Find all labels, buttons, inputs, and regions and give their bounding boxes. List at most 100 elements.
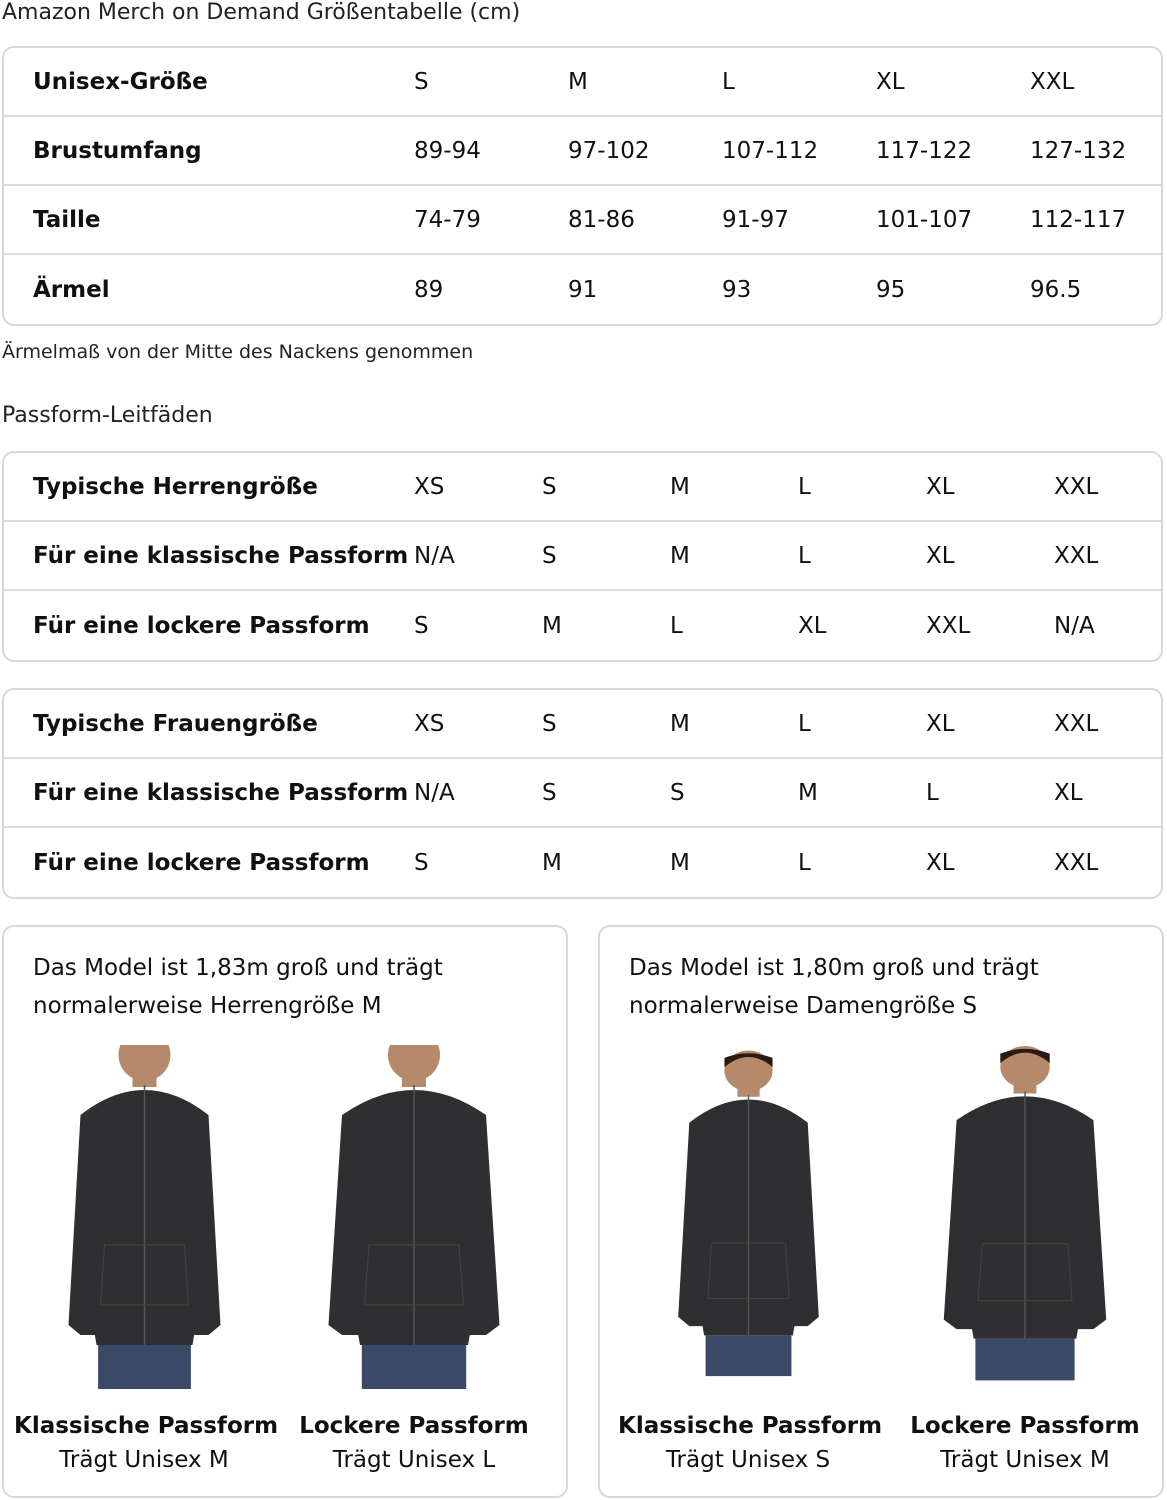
fit-title: Klassische Passform xyxy=(14,1413,279,1439)
cell: M xyxy=(670,849,690,876)
women-model-card: Das Model ist 1,80m groß und trägt norma… xyxy=(598,925,1164,1498)
table-row: Unisex-Größe S M L XL XXL xyxy=(4,48,1161,117)
fit-size: Trägt Unisex M xyxy=(59,1447,229,1473)
cell: XL xyxy=(1054,779,1083,806)
cell: L xyxy=(722,68,735,95)
table-row: Brustumfang 89-94 97-102 107-112 117-122 127-… xyxy=(4,117,1161,186)
cell: XXL xyxy=(1030,68,1075,95)
table-row: Für eine lockere Passform S M M L XL XXL xyxy=(4,828,1161,897)
cell: 93 xyxy=(722,276,752,303)
cell: L xyxy=(798,542,811,569)
row-label: Taille xyxy=(33,206,101,233)
model-photo xyxy=(943,1046,1107,1381)
model-photo xyxy=(677,1050,819,1377)
table-row: Taille 74-79 81-86 91-97 101-107 112-117 xyxy=(4,186,1161,255)
cell: XS xyxy=(414,473,445,500)
cell: XXL xyxy=(1054,473,1099,500)
cell: S xyxy=(414,68,429,95)
row-label: Für eine lockere Passform xyxy=(33,612,370,639)
model-photo xyxy=(68,1045,220,1389)
cell: L xyxy=(926,779,939,806)
cell: 89 xyxy=(414,276,444,303)
cell: 91-97 xyxy=(722,206,789,233)
cell: XS xyxy=(414,710,445,737)
men-model-card: Das Model ist 1,83m groß und trägt norma… xyxy=(2,925,568,1498)
cell: XXL xyxy=(1054,542,1099,569)
cell: 74-79 xyxy=(414,206,481,233)
cell: S xyxy=(414,849,429,876)
fit-guide-title: Passform-Leitfäden xyxy=(2,403,213,428)
fit-example: Klassische Passform Trägt Unisex M xyxy=(14,1045,279,1473)
cell: M xyxy=(568,68,588,95)
cell: L xyxy=(798,473,811,500)
cell: S xyxy=(542,779,557,806)
cell: N/A xyxy=(414,542,455,569)
cell: L xyxy=(798,710,811,737)
row-label: Für eine lockere Passform xyxy=(33,849,370,876)
cell: 95 xyxy=(876,276,906,303)
row-label: Typische Frauengröße xyxy=(33,710,318,737)
cell: M xyxy=(670,710,690,737)
fit-example: Lockere Passform Trägt Unisex M xyxy=(895,1045,1155,1473)
cell: 101-107 xyxy=(876,206,973,233)
cell: S xyxy=(542,710,557,737)
women-fit-table: Typische Frauengröße XS S M L XL XXL Für eine k… xyxy=(2,688,1163,899)
cell: M xyxy=(670,542,690,569)
cell: S xyxy=(670,779,685,806)
cell: 81-86 xyxy=(568,206,635,233)
table-row: Für eine klassische Passform N/A S S M L XL xyxy=(4,759,1161,828)
cell: M xyxy=(542,849,562,876)
cell: XXL xyxy=(1054,710,1099,737)
row-label: Unisex-Größe xyxy=(33,68,208,95)
cell: M xyxy=(670,473,690,500)
cell: 112-117 xyxy=(1030,206,1127,233)
table-row: Typische Frauengröße XS S M L XL XXL xyxy=(4,690,1161,759)
cell: XL xyxy=(798,612,827,639)
cell: N/A xyxy=(414,779,455,806)
men-fit-table: Typische Herrengröße XS S M L XL XXL Für eine k… xyxy=(2,451,1163,662)
cell: XL xyxy=(876,68,905,95)
cell: XL xyxy=(926,542,955,569)
chart-title: Amazon Merch on Demand Größentabelle (cm… xyxy=(2,0,521,25)
cell: 91 xyxy=(568,276,598,303)
row-label: Typische Herrengröße xyxy=(33,473,318,500)
fit-size: Trägt Unisex M xyxy=(940,1447,1110,1473)
cell: XXL xyxy=(926,612,971,639)
table-row: Typische Herrengröße XS S M L XL XXL xyxy=(4,453,1161,522)
row-label: Ärmel xyxy=(33,276,110,303)
cell: N/A xyxy=(1054,612,1095,639)
fit-example: Lockere Passform Trägt Unisex L xyxy=(284,1045,544,1473)
fit-title: Lockere Passform xyxy=(299,1413,529,1439)
model-description: Das Model ist 1,80m groß und trägt norma… xyxy=(629,955,1039,1019)
cell: S xyxy=(542,473,557,500)
row-label: Für eine klassische Passform xyxy=(33,542,409,569)
cell: L xyxy=(670,612,683,639)
fit-title: Klassische Passform xyxy=(618,1413,883,1439)
cell: 96.5 xyxy=(1030,276,1082,303)
cell: 127-132 xyxy=(1030,137,1127,164)
cell: S xyxy=(542,542,557,569)
cell: XXL xyxy=(1054,849,1099,876)
fit-size: Trägt Unisex L xyxy=(332,1447,496,1473)
size-table: Unisex-Größe S M L XL XXL Brustumfang 89-94 97-1… xyxy=(2,46,1163,326)
cell: 107-112 xyxy=(722,137,819,164)
cell: M xyxy=(542,612,562,639)
cell: 117-122 xyxy=(876,137,973,164)
model-description: Das Model ist 1,83m groß und trägt norma… xyxy=(33,955,443,1019)
cell: 97-102 xyxy=(568,137,650,164)
cell: XL xyxy=(926,473,955,500)
row-label: Brustumfang xyxy=(33,137,202,164)
fit-example: Klassische Passform Trägt Unisex S xyxy=(618,1045,883,1473)
cell: XL xyxy=(926,849,955,876)
sleeve-note: Ärmelmaß von der Mitte des Nackens genom… xyxy=(2,341,474,363)
cell: L xyxy=(798,849,811,876)
cell: 89-94 xyxy=(414,137,481,164)
cell: XL xyxy=(926,710,955,737)
table-row: Ärmel 89 91 93 95 96.5 xyxy=(4,255,1161,324)
cell: S xyxy=(414,612,429,639)
model-photo xyxy=(328,1045,500,1389)
cell: M xyxy=(798,779,818,806)
row-label: Für eine klassische Passform xyxy=(33,779,409,806)
table-row: Für eine lockere Passform S M L XL XXL N/A xyxy=(4,591,1161,660)
table-row: Für eine klassische Passform N/A S M L XL XXL xyxy=(4,522,1161,591)
